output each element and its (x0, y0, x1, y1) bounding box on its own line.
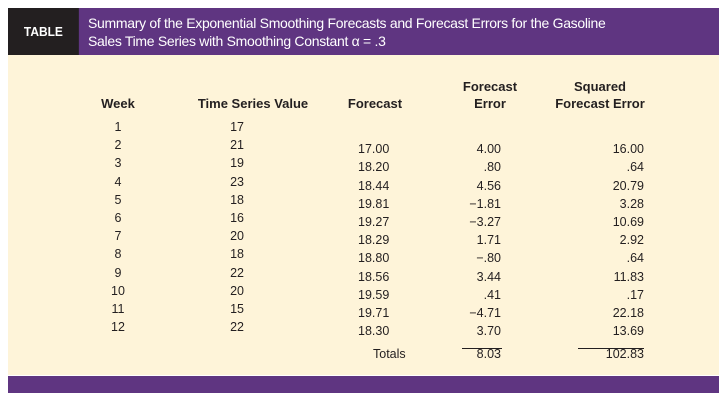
cell-sq: 20.79 (612, 178, 644, 193)
cell-error: .41 (483, 287, 501, 302)
cell-forecast: 19.59 (358, 287, 390, 302)
cell-week: 4 (114, 174, 122, 189)
cell-sq: 16.00 (612, 142, 644, 157)
cell-error: 4.56 (476, 178, 501, 193)
cell-sq: .64 (626, 160, 644, 175)
cell-sq: 13.69 (612, 324, 644, 339)
totals-rule-squared (578, 348, 644, 349)
title-line-1: Summary of the Exponential Smoothing For… (88, 15, 606, 31)
cell-forecast: 19.81 (358, 196, 390, 211)
table-header-band: TABLE 17.11 Summary of the Exponential S… (8, 8, 719, 86)
cell-value: 20 (230, 283, 244, 298)
header-forecast-error: Forecast Error (450, 78, 530, 112)
header-squared-line1: Squared (573, 79, 626, 94)
cell-week: 12 (111, 320, 125, 335)
cell-error: 3.70 (476, 324, 501, 339)
cell-week: 9 (114, 265, 122, 280)
cell-sq: .64 (626, 251, 644, 266)
cell-value: 19 (230, 156, 244, 171)
cell-week: 3 (114, 156, 122, 171)
cell-forecast: 17.00 (358, 142, 390, 157)
cell-value: 22 (230, 265, 244, 280)
cell-sq: 11.83 (613, 269, 644, 284)
table-label: TABLE 17.11 (8, 8, 79, 86)
header-squared-forecast-error: Squared Forecast Error (545, 78, 655, 112)
header-squared-line2: Forecast Error (555, 96, 645, 111)
header-week: Week (101, 96, 135, 111)
cell-week: 11 (111, 302, 125, 316)
cell-forecast: 18.20 (358, 160, 390, 175)
cell-error: 4.00 (476, 142, 501, 157)
cell-week: 6 (114, 211, 122, 225)
cell-value: 17 (230, 120, 244, 134)
cell-error: −4.71 (469, 306, 501, 320)
cell-forecast: 19.71 (358, 306, 390, 320)
cell-forecast: 19.27 (358, 215, 390, 229)
header-forecast-error-line1: Forecast (462, 79, 518, 94)
cell-week: 8 (114, 247, 122, 262)
cell-week: 1 (114, 120, 122, 134)
cell-error: 3.44 (476, 269, 501, 284)
cell-forecast: 18.56 (358, 269, 390, 284)
cell-sq: 10.69 (612, 215, 644, 229)
totals-error: 8.03 (476, 347, 501, 361)
totals-rule-error (462, 348, 502, 349)
cell-error: −.80 (476, 251, 501, 266)
header-time-series-value: Time Series Value (197, 96, 309, 111)
cell-value: 18 (230, 192, 244, 207)
totals-squared-error: 102.83 (605, 347, 644, 361)
cell-sq: .17 (626, 287, 644, 302)
cell-value: 21 (230, 138, 244, 153)
cell-value: 22 (230, 320, 244, 335)
table-footer-band (8, 376, 719, 393)
cell-error: 1.71 (476, 233, 501, 248)
cell-week: 7 (114, 229, 122, 244)
cell-week: 10 (111, 283, 125, 298)
cell-error: −1.81 (469, 196, 501, 211)
cell-week: 2 (114, 138, 122, 153)
cell-week: 5 (114, 192, 122, 207)
cell-value: 15 (230, 302, 244, 316)
cell-value: 16 (230, 211, 244, 225)
cell-value: 18 (230, 247, 244, 262)
header-forecast-error-line2: Error (474, 96, 506, 111)
cell-forecast: 18.30 (358, 324, 390, 339)
cell-error: −3.27 (469, 215, 501, 229)
cell-sq: 3.28 (619, 196, 644, 211)
cell-forecast: 18.29 (358, 233, 390, 248)
table-title: Summary of the Exponential Smoothing For… (88, 14, 606, 50)
title-line-2: Sales Time Series with Smoothing Constan… (88, 33, 386, 49)
cell-value: 20 (230, 229, 244, 244)
table-body (8, 55, 719, 375)
cell-error: .80 (483, 160, 501, 175)
cell-forecast: 18.44 (358, 178, 390, 193)
cell-value: 23 (230, 174, 244, 189)
totals-label: Totals (373, 347, 406, 361)
header-forecast: Forecast (347, 96, 403, 111)
cell-forecast: 18.80 (358, 251, 390, 266)
cell-sq: 2.92 (619, 233, 644, 248)
cell-sq: 22.18 (612, 306, 644, 320)
